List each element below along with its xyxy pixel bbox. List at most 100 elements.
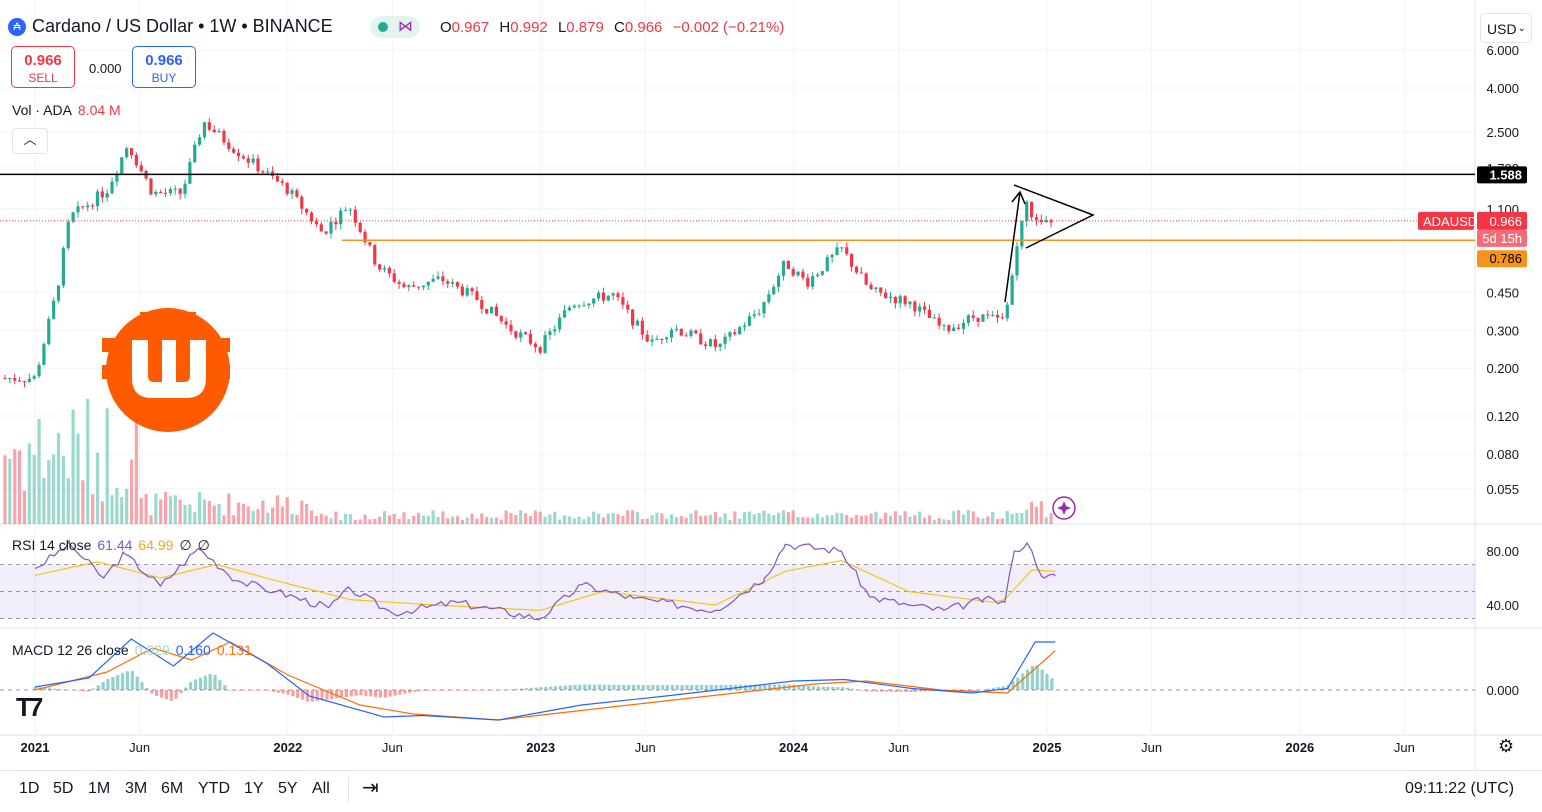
volume-bar [913,515,917,524]
macd-histogram-bar [335,690,339,699]
chevron-up-icon[interactable]: ︿ [12,128,48,154]
volume-bar [728,519,732,524]
volume-bar [752,514,756,524]
macd-histogram-bar [500,689,504,691]
volume-bar [358,519,362,524]
candle-body [995,314,1000,318]
range-1d[interactable]: 1D [19,780,40,797]
range-all[interactable]: All [312,780,330,797]
volume-bar [995,519,1000,524]
candle-body [908,301,912,305]
volume-bar [86,398,90,524]
volume-bar [446,518,450,524]
macd-histogram-bar [704,684,709,690]
macd-histogram-bar [792,684,796,690]
candle-body [767,294,771,302]
volume-bar [309,510,314,524]
volume-bar [1020,513,1024,524]
volume-bar [562,515,567,524]
macd-histogram-bar [612,684,616,690]
range-3m[interactable]: 3M [125,780,148,797]
macd-histogram-bar [310,690,314,702]
volume-bar [193,511,197,524]
currency-select[interactable]: USD ⌄ [1480,13,1532,43]
buy-button[interactable]: 0.966 BUY [132,46,196,88]
candle-body [922,306,927,310]
rsi-legend[interactable]: RSI 14 close 61.44 64.99 ∅ ∅ [12,537,210,553]
candle-body [830,254,834,258]
volume-bar [966,510,970,524]
candle-body [864,273,868,285]
goto-date-icon[interactable]: ⇥ [362,777,379,799]
range-1y[interactable]: 1Y [244,780,264,797]
candle-body [494,306,499,316]
last-price-tag-bg [1477,211,1527,230]
candle-body [358,222,362,232]
candle-body [280,181,284,183]
candle-body [353,209,357,223]
range-1m[interactable]: 1M [88,780,111,797]
candle-body [460,286,464,296]
volume-bar [558,519,562,524]
candle-body [22,381,27,383]
macd-histogram-bar [184,687,188,690]
candle-body [655,338,659,340]
time-axis-label: Jun [1141,740,1162,755]
macd-histogram-bar [369,690,373,697]
volume-bar [416,512,421,524]
macd-histogram-bar [982,689,986,691]
candle-body [514,331,518,338]
eye-toggle[interactable]: ⋈ [370,16,420,38]
macd-histogram-bar [670,685,674,690]
volume-bar [922,517,927,524]
volume-bar [139,498,143,524]
volume-legend[interactable]: Vol · ADA 8.04 M [12,102,121,118]
macd-histogram-bar [330,690,334,700]
macd-histogram-bar [879,690,884,692]
utc-clock[interactable]: 09:11:22 (UTC) [1405,780,1515,797]
volume-bar [32,454,36,524]
settings-icon[interactable]: ⚙ [1498,736,1515,756]
volume-bar [553,511,557,524]
macd-histogram-bar [96,685,100,690]
rsi-line [34,539,1056,621]
time-axis-label: Jun [888,740,909,755]
candle-body [718,343,722,347]
macd-histogram-bar [1045,673,1049,690]
price-axis-label: 0.450 [1486,285,1519,300]
range-5y[interactable]: 5Y [278,780,298,797]
volume-bar [796,517,800,524]
macd-histogram-bar [466,690,470,691]
volume-bar [854,514,859,524]
candle-body [801,271,805,278]
volume-bar [601,517,606,524]
candle-body [1015,246,1019,276]
candle-body [981,314,985,322]
volume-bar [879,518,883,524]
sell-button[interactable]: 0.966 SELL [11,46,75,88]
volume-bar [329,518,333,524]
volume-bar [577,516,581,524]
chart-canvas[interactable]: 2021 Jun 2022 Jun 2023 Jun 2024 Jun 2025 Jun 2026 J… [0,0,1542,770]
volume-bar [202,499,207,524]
range-5d[interactable]: 5D [53,780,74,797]
macd-histogram-bar [607,684,611,690]
macd-histogram-bar [67,689,71,691]
range-ytd[interactable]: YTD [198,780,230,797]
candle-body [470,288,474,292]
tradingview-logo-icon[interactable]: T7 [16,692,43,722]
macd-histogram-bar [383,690,387,698]
macd-legend[interactable]: MACD 12 26 close 0.029 0.160 0.131 [12,642,252,658]
macd-histogram-bar [748,684,752,690]
volume-bar [635,512,640,524]
volume-bar [61,455,65,524]
macd-histogram-bar [373,690,378,697]
range-6m[interactable]: 6M [161,780,184,797]
macd-histogram-bar [636,684,640,690]
symbol-title[interactable]: Cardano / US Dollar • 1W • BINANCE [32,16,333,36]
volume-bar [100,501,104,524]
volume-bar [723,513,727,524]
volume-bar [650,515,654,524]
candle-body [300,196,304,209]
candle-body [451,282,455,284]
